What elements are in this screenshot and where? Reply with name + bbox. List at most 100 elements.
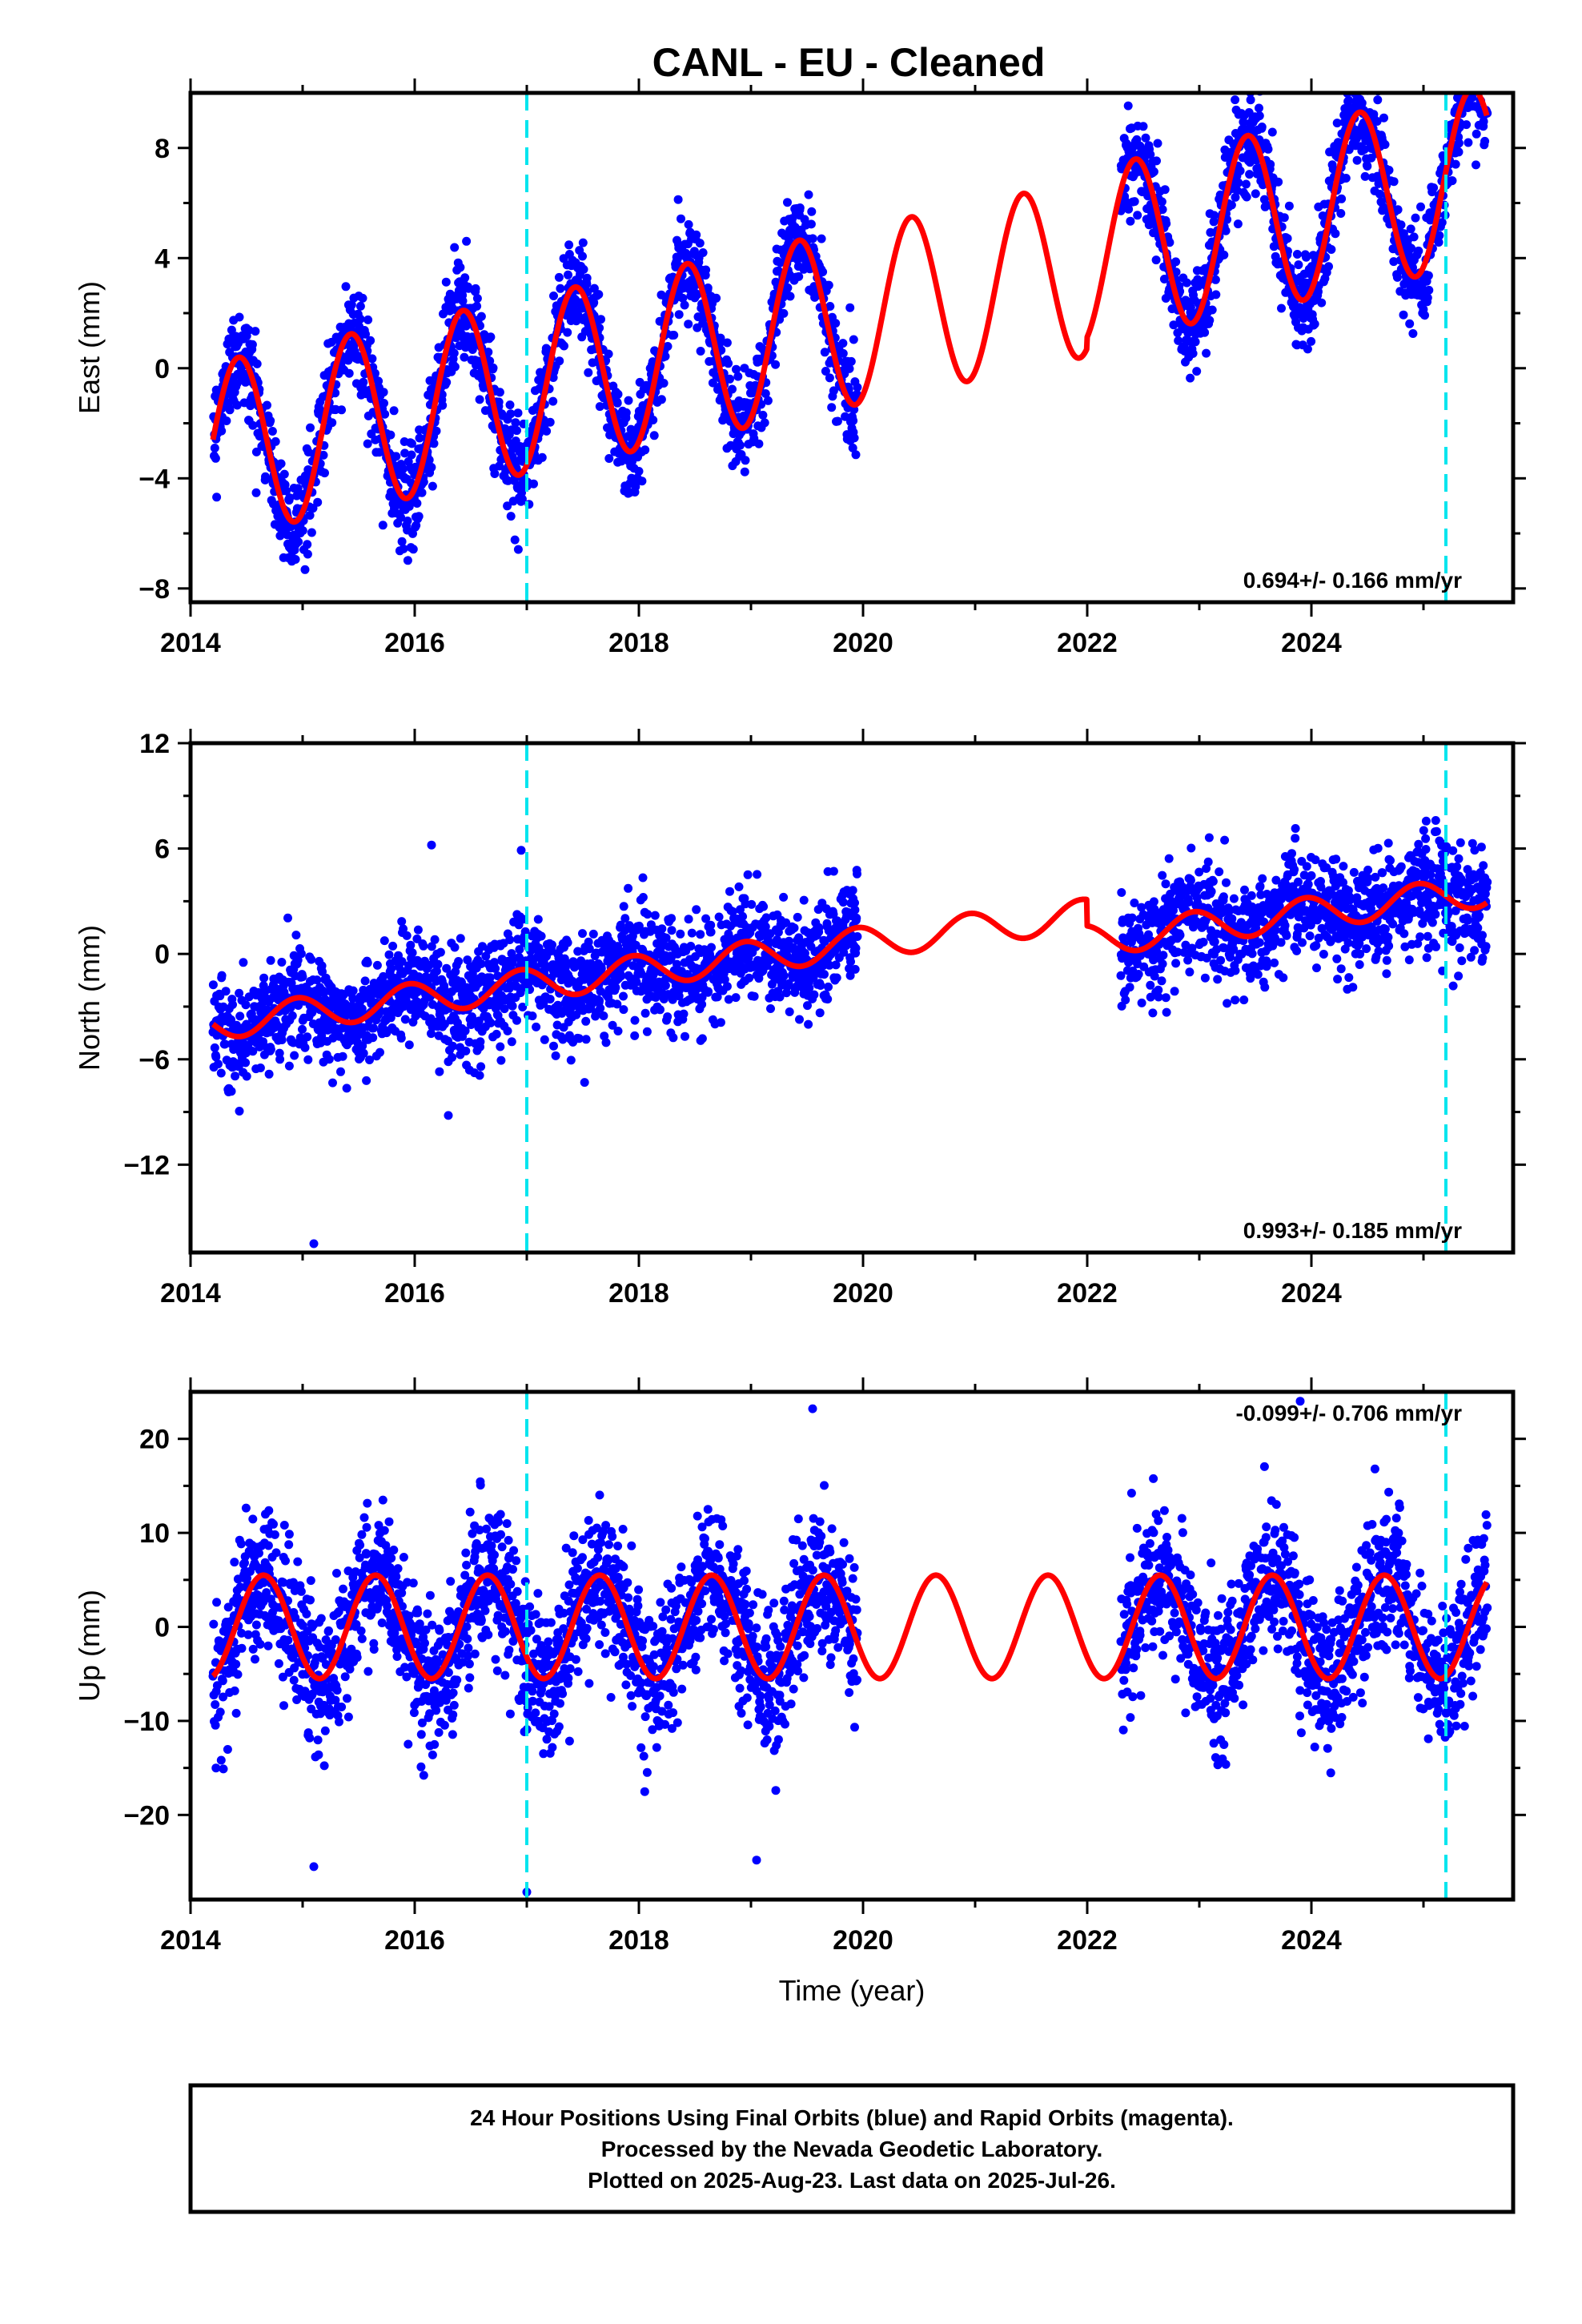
east-plot-area [209,59,1492,602]
east-point [438,400,448,410]
north-point [1161,993,1170,1003]
north-point [851,943,861,953]
north-point [284,1061,294,1071]
north-point [528,1011,537,1021]
east-point [1405,319,1415,328]
east-point [1406,224,1415,234]
east-point [783,198,792,207]
north-point [1117,888,1126,897]
north-point [208,980,218,990]
east-point [261,472,270,481]
east-point [1158,205,1167,215]
north-point [533,915,543,924]
north-point [303,1032,312,1042]
north-point [640,1008,650,1018]
east-point [1240,125,1250,135]
east-point [555,356,564,366]
north-point [492,1029,501,1039]
east-point [1138,122,1148,131]
north-point [442,963,452,973]
east-point [1463,76,1472,85]
east-point [817,234,826,243]
east-point [428,481,437,491]
east-point [344,368,354,378]
north-point [1171,959,1181,968]
north-point [779,971,789,980]
east-point [845,364,854,373]
north-point [303,1055,313,1064]
east-point [1227,200,1236,210]
east-point [722,338,732,348]
east-point [267,427,277,436]
east-point [758,410,768,420]
east-point [1267,127,1277,137]
north-point [619,1005,628,1015]
east-point [439,309,448,319]
north-point [759,902,769,911]
north-point [396,1033,406,1043]
north-point [450,943,460,952]
east-point [659,379,669,388]
east-point [441,277,451,287]
north-point [578,929,587,939]
east-point [424,455,434,464]
east-point [1235,166,1245,175]
east-point [320,468,329,478]
east-point [1130,197,1139,207]
east-point [217,426,227,436]
east-point [1359,59,1367,68]
east-point [1465,74,1474,83]
east-point [1200,328,1210,337]
east-point [1336,209,1346,218]
east-point [283,530,292,540]
east-point [1420,311,1429,320]
east-point [504,476,513,485]
north-point [406,940,416,950]
east-point [594,290,604,300]
east-point [1149,167,1158,176]
north-point [789,923,799,933]
north-point [1121,995,1130,1005]
east-point [1211,290,1221,300]
east-point [795,203,805,212]
east-point [517,494,527,504]
east-point [1171,257,1181,267]
east-point [807,207,817,216]
east-point [1157,197,1166,207]
east-point [649,431,659,440]
east-point [248,420,258,430]
east-point [725,374,734,384]
east-point [475,395,484,404]
north-point [619,991,628,1001]
east-point [1169,320,1178,330]
north-point [215,991,225,1001]
north-points [208,816,1492,1248]
east-point [1215,190,1225,199]
north-point [638,893,648,902]
east-point [563,328,572,337]
north-point [563,938,572,947]
east-point [379,388,388,397]
east-point [1359,145,1369,154]
north-point [430,935,440,944]
east-point [1380,140,1390,149]
east-point [468,345,477,354]
north-point [217,971,227,980]
north-point [221,987,231,996]
east-point [484,348,493,357]
north-point [738,911,748,921]
east-point [545,417,555,427]
east-point [460,352,469,362]
east-point [370,368,379,378]
east-point [355,301,365,311]
north-point [581,1016,591,1026]
east-point [849,433,859,443]
north-point [696,930,705,939]
north-point [1125,983,1134,992]
east-point [417,488,427,497]
east-point [701,265,711,275]
east-point [306,423,315,432]
north-point [853,932,862,941]
east-point [1337,194,1347,203]
east-point [728,384,737,394]
